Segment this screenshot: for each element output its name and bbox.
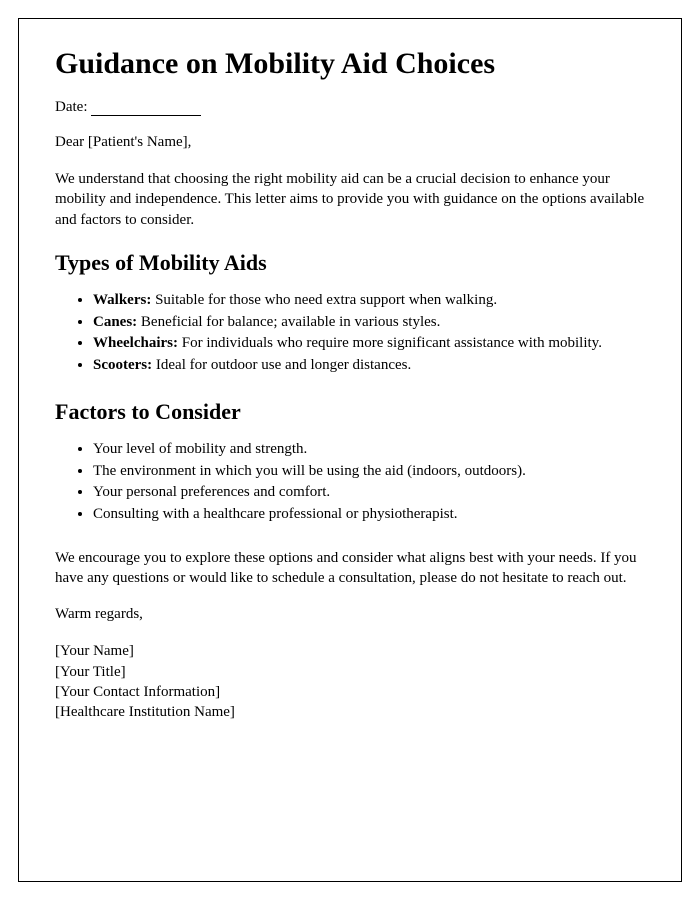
list-item: Walkers: Suitable for those who need ext… <box>93 290 645 312</box>
signature-name: [Your Name] <box>55 641 645 661</box>
intro-paragraph: We understand that choosing the right mo… <box>55 169 645 230</box>
list-item-text: Suitable for those who need extra suppor… <box>151 292 497 308</box>
date-label: Date: <box>55 99 87 115</box>
list-item-label: Walkers: <box>93 292 151 308</box>
page-title: Guidance on Mobility Aid Choices <box>55 47 645 81</box>
list-item: Wheelchairs: For individuals who require… <box>93 333 645 355</box>
list-item: Scooters: Ideal for outdoor use and long… <box>93 355 645 377</box>
list-item-label: Scooters: <box>93 357 152 373</box>
signature-block: [Your Name] [Your Title] [Your Contact I… <box>55 641 645 722</box>
factors-list: Your level of mobility and strength. The… <box>93 439 645 526</box>
date-blank[interactable] <box>91 102 201 116</box>
signature-title: [Your Title] <box>55 662 645 682</box>
signature-contact: [Your Contact Information] <box>55 682 645 702</box>
salutation: Dear [Patient's Name], <box>55 134 645 151</box>
list-item: Canes: Beneficial for balance; available… <box>93 312 645 334</box>
letter-page: Guidance on Mobility Aid Choices Date: D… <box>18 18 682 882</box>
signoff: Warm regards, <box>55 606 645 623</box>
list-item: Your level of mobility and strength. <box>93 439 645 461</box>
list-item-label: Canes: <box>93 314 137 330</box>
signature-institution: [Healthcare Institution Name] <box>55 702 645 722</box>
date-line: Date: <box>55 99 645 116</box>
section-heading-factors: Factors to Consider <box>55 399 645 425</box>
list-item-label: Wheelchairs: <box>93 335 178 351</box>
closing-paragraph: We encourage you to explore these option… <box>55 548 645 589</box>
list-item: The environment in which you will be usi… <box>93 461 645 483</box>
list-item-text: Ideal for outdoor use and longer distanc… <box>152 357 411 373</box>
list-item-text: Beneficial for balance; available in var… <box>137 314 440 330</box>
list-item: Consulting with a healthcare professiona… <box>93 504 645 526</box>
section-heading-types: Types of Mobility Aids <box>55 250 645 276</box>
list-item-text: For individuals who require more signifi… <box>178 335 602 351</box>
types-list: Walkers: Suitable for those who need ext… <box>93 290 645 377</box>
list-item: Your personal preferences and comfort. <box>93 482 645 504</box>
